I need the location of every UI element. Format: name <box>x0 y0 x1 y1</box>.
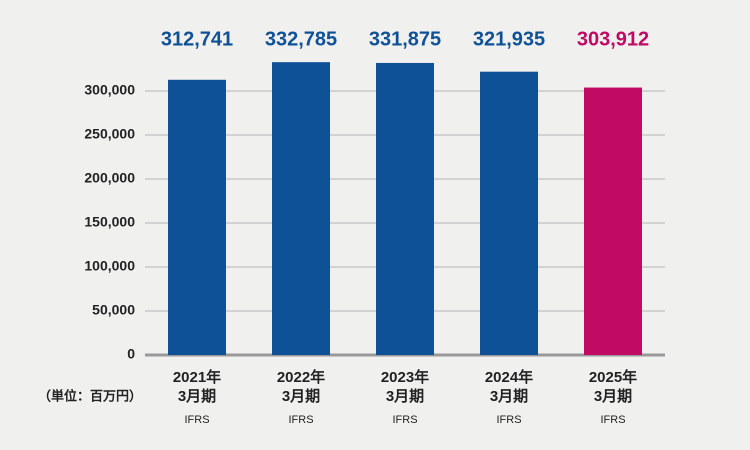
accounting-standard: IFRS <box>496 414 521 426</box>
x-tick-label: 3月期 <box>490 387 528 405</box>
x-tick-label: 2023年 <box>381 368 429 386</box>
y-tick-label: 200,000 <box>84 170 135 186</box>
accounting-standard: IFRS <box>184 414 209 426</box>
y-tick-label: 50,000 <box>92 302 135 318</box>
bar <box>272 62 330 355</box>
x-tick-label: 3月期 <box>386 387 424 405</box>
y-tick-label: 300,000 <box>84 82 135 98</box>
x-tick-label: 2024年 <box>485 368 533 386</box>
value-label: 331,875 <box>369 28 441 50</box>
unit-label: （単位：百万円） <box>38 388 142 403</box>
y-tick-label: 100,000 <box>84 258 135 274</box>
value-label: 312,741 <box>161 28 233 50</box>
x-tick-label: 2025年 <box>589 368 637 386</box>
bar <box>480 71 538 355</box>
bar <box>376 62 434 355</box>
bar <box>168 79 226 356</box>
x-tick-label: 2022年 <box>277 368 325 386</box>
y-tick-label: 0 <box>127 346 135 362</box>
value-label: 332,785 <box>265 28 337 50</box>
y-tick-label: 150,000 <box>84 214 135 230</box>
bar <box>584 87 642 356</box>
x-tick-label: 2021年 <box>173 368 221 386</box>
x-tick-label: 3月期 <box>178 387 216 405</box>
value-label: 303,912 <box>577 28 649 50</box>
accounting-standard: IFRS <box>392 414 417 426</box>
x-tick-label: 3月期 <box>282 387 320 405</box>
x-tick-label: 3月期 <box>594 387 632 405</box>
value-label: 321,935 <box>473 28 545 50</box>
y-tick-label: 250,000 <box>84 126 135 142</box>
accounting-standard: IFRS <box>600 414 625 426</box>
accounting-standard: IFRS <box>288 414 313 426</box>
